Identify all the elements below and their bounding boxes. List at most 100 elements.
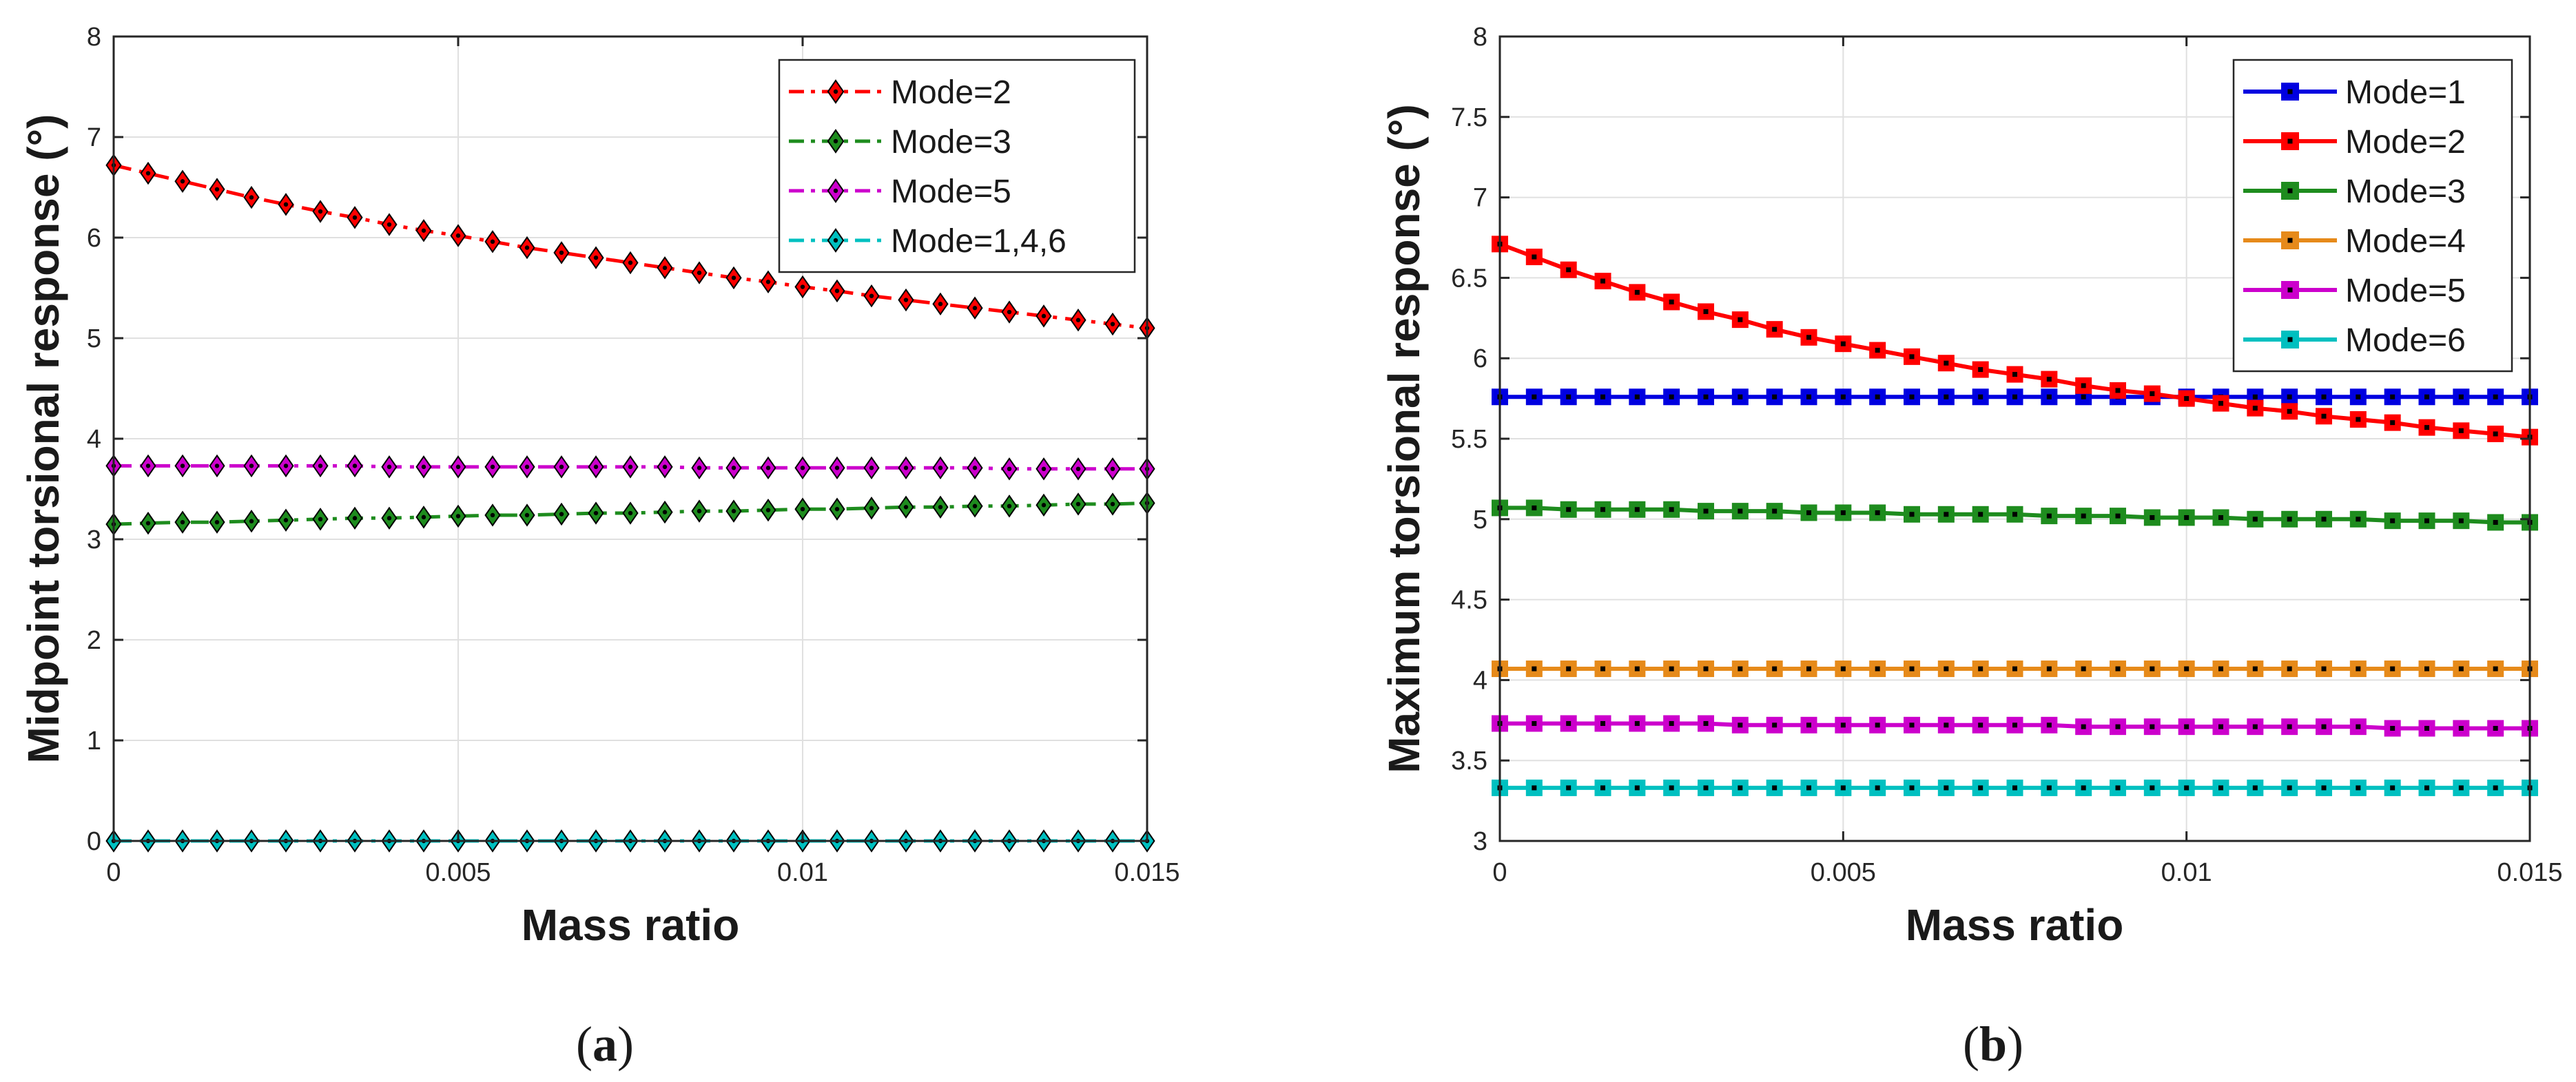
data-point-dot <box>1806 666 1811 672</box>
x-tick-label: 0.01 <box>2161 858 2212 887</box>
legend-label: Mode=1 <box>2345 74 2466 111</box>
data-point-dot <box>1806 335 1811 340</box>
data-point-dot <box>903 298 909 302</box>
data-point-dot <box>283 202 289 207</box>
data-point-dot <box>2390 666 2395 672</box>
grid-a <box>114 37 1147 841</box>
data-point-dot <box>2458 666 2464 672</box>
data-point-dot <box>1909 512 1915 517</box>
data-point-dot <box>1840 394 1846 399</box>
data-point-dot <box>731 466 736 470</box>
x-tick-label: 0.015 <box>1114 858 1179 887</box>
x-axis-label-a: Mass ratio <box>522 900 740 950</box>
data-point-dot <box>2321 413 2327 419</box>
data-point-dot <box>2081 724 2086 729</box>
y-tick-label: 5.5 <box>1451 425 1487 454</box>
data-point-dot <box>2458 428 2464 433</box>
panel-a: 0 0.005 0.01 0.015 0 1 2 3 4 5 6 7 8 Mass ratio Midp… <box>19 23 1180 1072</box>
data-point-dot <box>1634 785 1640 791</box>
data-point-dot <box>2424 666 2429 672</box>
legend-marker-dot <box>833 138 838 144</box>
data-point-dot <box>1703 720 1709 726</box>
data-point-dot <box>2252 517 2258 522</box>
data-point-dot <box>1909 785 1915 791</box>
legend-label: Mode=5 <box>2345 273 2466 309</box>
y-tick-label: 3 <box>87 526 101 554</box>
data-point-dot <box>559 464 564 470</box>
data-point-dot <box>1007 503 1012 509</box>
data-point-dot <box>2424 425 2429 430</box>
data-point-dot <box>490 464 495 470</box>
x-tick-label: 0 <box>106 858 121 887</box>
panel-label-a: (a) <box>576 1017 634 1072</box>
data-point-dot <box>2321 666 2327 672</box>
data-point-dot <box>938 505 943 510</box>
legend-box <box>2232 59 2513 373</box>
data-point-dot <box>1909 354 1915 360</box>
series-group-b <box>1492 236 2538 796</box>
data-point-dot <box>1772 722 1778 728</box>
data-point-dot <box>180 519 185 525</box>
y-tick-label: 8 <box>87 23 101 52</box>
data-point-dot <box>2150 785 2155 791</box>
data-point-dot <box>662 265 668 270</box>
ticks-b: 0 0.005 0.01 0.015 3 3.5 4 4.5 5 5.5 6 6.5 7 7.5 8 <box>1451 23 2562 887</box>
data-point-dot <box>1703 785 1709 791</box>
data-point-dot <box>2046 666 2052 672</box>
data-point-dot <box>2356 785 2361 791</box>
legend-label: Mode=6 <box>2345 322 2466 359</box>
data-point-dot <box>318 209 323 214</box>
data-point-dot <box>2493 725 2498 731</box>
legend-marker-dot <box>2287 188 2293 194</box>
data-point-dot <box>2287 785 2292 791</box>
y-tick-label: 6.5 <box>1451 264 1487 293</box>
data-point-dot <box>2012 722 2017 728</box>
data-point-dot <box>1600 720 1605 726</box>
data-point-dot <box>2390 785 2395 791</box>
data-point-dot <box>1634 666 1640 672</box>
data-point-dot <box>2321 724 2327 729</box>
y-tick-label: 5 <box>87 324 101 353</box>
data-point-dot <box>1738 722 1743 728</box>
data-point-dot <box>2458 785 2464 791</box>
data-point-dot <box>2287 666 2292 672</box>
y-tick-label: 4.5 <box>1451 586 1487 615</box>
data-point-dot <box>2218 724 2223 729</box>
data-point-dot <box>2424 394 2429 399</box>
data-point-dot <box>731 275 736 280</box>
data-point-dot <box>2081 666 2086 672</box>
data-point-dot <box>1703 666 1709 672</box>
data-point-dot <box>1978 785 1983 791</box>
data-point-dot <box>1806 722 1811 728</box>
data-point-dot <box>524 245 530 250</box>
data-point-dot <box>1840 341 1846 346</box>
data-point-dot <box>1703 309 1709 314</box>
data-point-dot <box>1075 466 1081 471</box>
data-point-dot <box>2321 394 2327 399</box>
data-point-dot <box>2252 724 2258 729</box>
data-point-dot <box>2424 785 2429 791</box>
y-tick-label: 7.5 <box>1451 103 1487 132</box>
ticks-a: 0 0.005 0.01 0.015 0 1 2 3 4 5 6 7 8 <box>87 23 1180 887</box>
legend-marker-dot <box>833 238 838 243</box>
y-tick-label: 2 <box>87 626 101 655</box>
data-point-dot <box>490 239 495 245</box>
data-point-dot <box>2012 372 2017 377</box>
data-point-dot <box>145 521 151 526</box>
legend-label: Mode=4 <box>2345 223 2466 260</box>
data-point-dot <box>524 512 530 518</box>
data-point-dot <box>145 171 151 176</box>
data-point-dot <box>1669 785 1674 791</box>
data-point-dot <box>2012 394 2017 399</box>
data-point-dot <box>938 302 943 306</box>
panel-letter-b: b <box>1979 1017 2007 1072</box>
data-point-dot <box>1566 507 1572 512</box>
data-point-dot <box>1566 394 1572 399</box>
y-tick-label: 1 <box>87 727 101 756</box>
data-point-dot <box>1075 501 1081 507</box>
data-point-dot <box>1566 785 1572 791</box>
data-point-dot <box>2150 391 2155 397</box>
data-point-dot <box>1840 510 1846 515</box>
data-point-dot <box>2046 785 2052 791</box>
data-point-dot <box>2218 785 2223 791</box>
